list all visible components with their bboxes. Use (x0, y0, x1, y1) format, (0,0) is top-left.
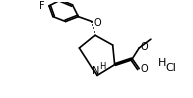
Text: O: O (140, 64, 148, 74)
Text: H: H (157, 58, 166, 68)
Text: H: H (99, 62, 105, 71)
Text: O: O (140, 42, 148, 52)
Text: F: F (39, 1, 45, 11)
Text: N: N (92, 66, 100, 76)
Text: Cl: Cl (165, 63, 176, 73)
Text: O: O (93, 18, 101, 28)
